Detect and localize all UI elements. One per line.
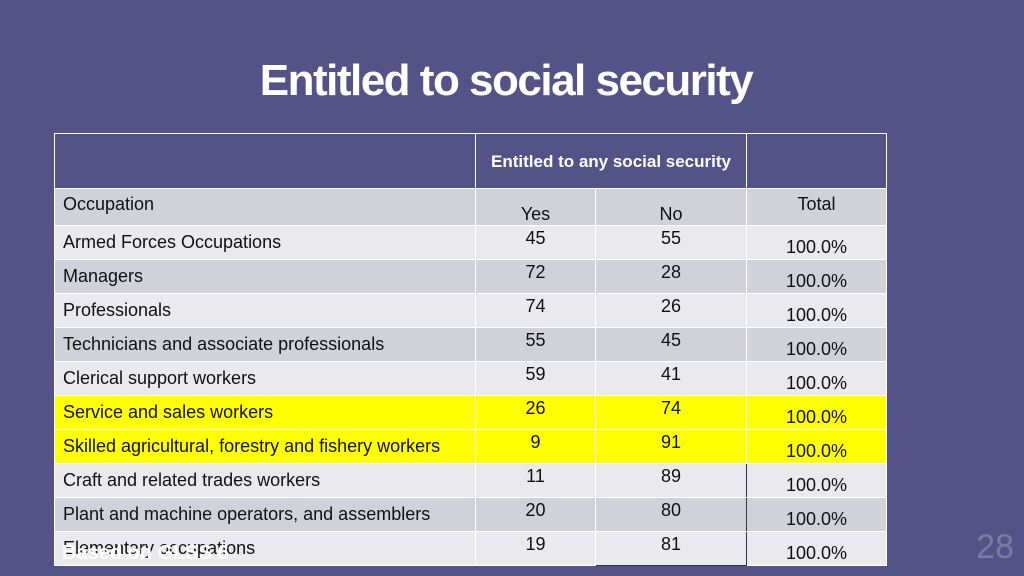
table-row: Armed Forces Occupations 45 55 100.0% (54, 225, 887, 260)
table-row: Elementary occupations 19 81 100.0% (54, 531, 887, 566)
no-cell: 89 (595, 463, 747, 498)
table-row: Managers 72 28 100.0% (54, 259, 887, 294)
yes-cell: 45 (475, 225, 596, 260)
total-cell: 100.0% (746, 429, 887, 464)
no-cell: 28 (595, 259, 747, 294)
table-row: Clerical support workers 59 41 100.0% (54, 361, 887, 396)
empty-header-cell (746, 133, 887, 189)
yes-cell: 19 (475, 531, 596, 566)
table-row: Plant and machine operators, and assembl… (54, 497, 887, 532)
yes-cell: 20 (475, 497, 596, 532)
page-number: 28 (976, 528, 1014, 566)
no-cell: 91 (595, 429, 747, 464)
slide-title: Entitled to social security (259, 56, 754, 105)
yes-cell: 72 (475, 259, 596, 294)
occupation-cell: Skilled agricultural, forestry and fishe… (54, 429, 476, 464)
table-column-header-row: Occupation Yes No Total (54, 188, 887, 226)
total-cell: 100.0% (746, 293, 887, 328)
yes-cell: 26 (475, 395, 596, 430)
occupation-cell: Craft and related trades workers (54, 463, 476, 498)
group-header-entitled: Entitled to any social security (475, 133, 747, 189)
no-cell: 81 (595, 531, 747, 566)
total-cell: 100.0% (746, 497, 887, 532)
data-table: Entitled to any social security Occupati… (54, 133, 887, 566)
table-row-highlighted: Service and sales workers 26 74 100.0% (54, 395, 887, 430)
occupation-cell: Technicians and associate professionals (54, 327, 476, 362)
total-cell: 100.0% (746, 259, 887, 294)
occupation-cell: Clerical support workers (54, 361, 476, 396)
table-row: Technicians and associate professionals … (54, 327, 887, 362)
total-cell: 100.0% (746, 395, 887, 430)
total-cell: 100.0% (746, 531, 887, 566)
yes-cell: 11 (475, 463, 596, 498)
social-security-table: Entitled to any social security Occupati… (54, 133, 887, 566)
total-cell: 100.0% (746, 463, 887, 498)
source-footnote: Based on GLSS 6 (62, 542, 229, 564)
table-row: Craft and related trades workers 11 89 1… (54, 463, 887, 498)
table-row: Professionals 74 26 100.0% (54, 293, 887, 328)
occupation-cell: Professionals (54, 293, 476, 328)
occupation-cell: Managers (54, 259, 476, 294)
no-cell: 55 (595, 225, 747, 260)
table-row-highlighted: Skilled agricultural, forestry and fishe… (54, 429, 887, 464)
no-cell: 74 (595, 395, 747, 430)
occupation-cell: Elementary occupations (54, 531, 476, 566)
empty-header-cell (54, 133, 476, 189)
no-cell: 80 (595, 497, 747, 532)
column-header-occupation: Occupation (54, 188, 476, 226)
column-header-no: No (595, 188, 747, 226)
no-cell: 41 (595, 361, 747, 396)
table-group-header-row: Entitled to any social security (54, 133, 887, 189)
yes-cell: 55 (475, 327, 596, 362)
total-cell: 100.0% (746, 225, 887, 260)
no-cell: 45 (595, 327, 747, 362)
column-header-total: Total (746, 188, 887, 226)
yes-cell: 74 (475, 293, 596, 328)
occupation-cell: Service and sales workers (54, 395, 476, 430)
yes-cell: 9 (475, 429, 596, 464)
column-header-yes: Yes (475, 188, 596, 226)
yes-cell: 59 (475, 361, 596, 396)
no-cell: 26 (595, 293, 747, 328)
occupation-cell: Armed Forces Occupations (54, 225, 476, 260)
total-cell: 100.0% (746, 361, 887, 396)
occupation-cell: Plant and machine operators, and assembl… (54, 497, 476, 532)
total-cell: 100.0% (746, 327, 887, 362)
